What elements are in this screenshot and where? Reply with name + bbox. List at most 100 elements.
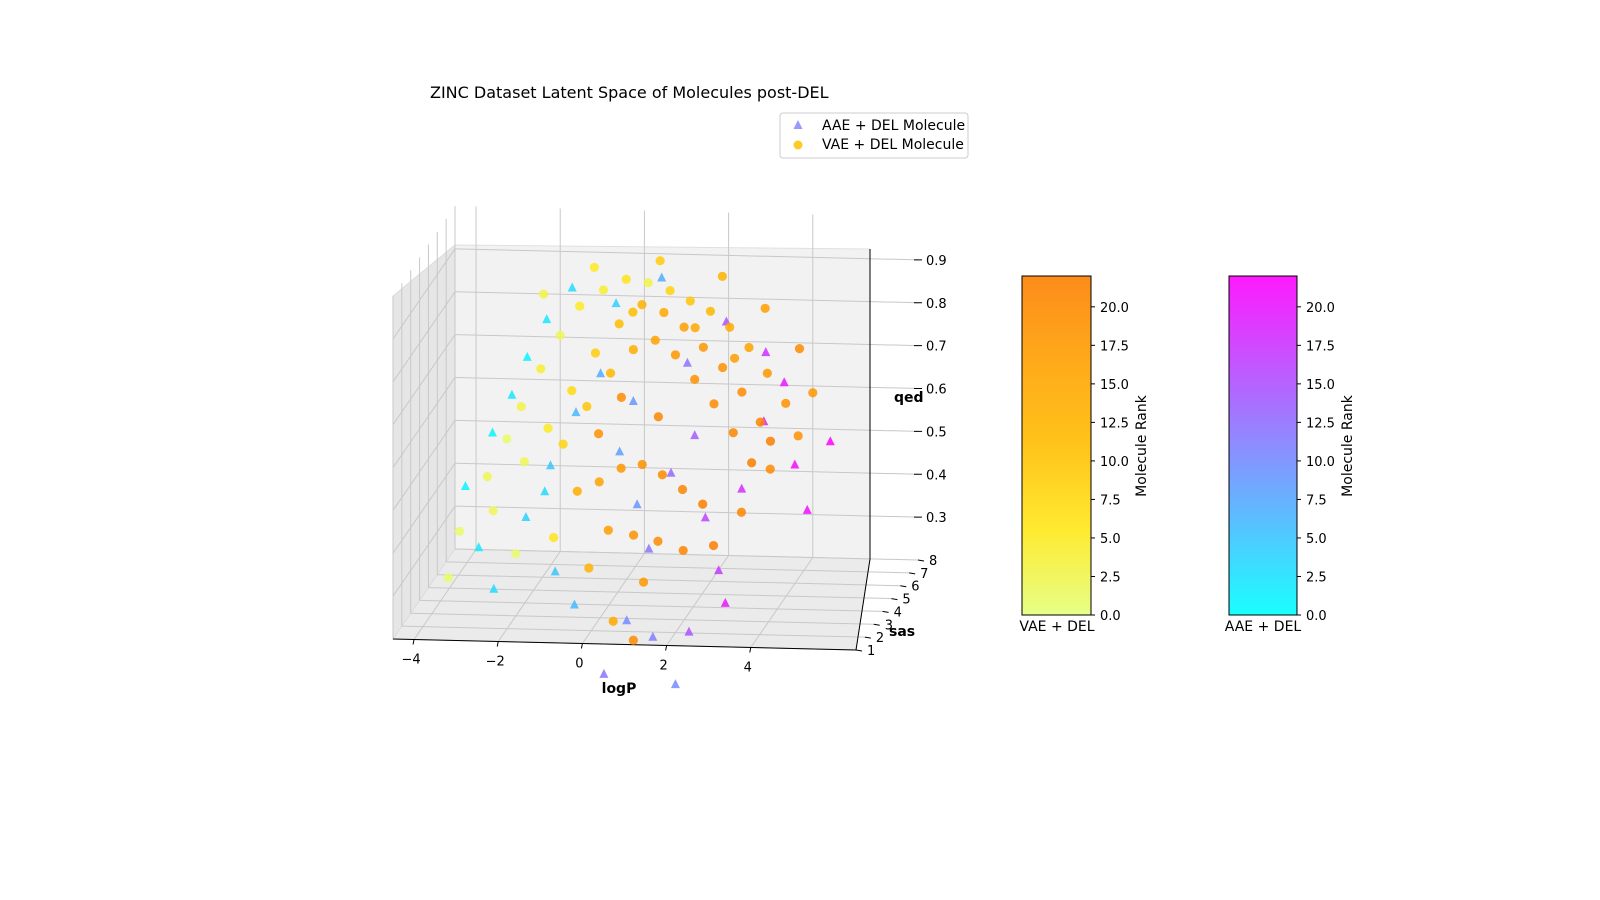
vae-point [539,289,549,299]
x-axis-line [392,638,857,651]
vae-point [678,545,688,556]
y-grid-line [454,548,919,561]
aae-point [540,486,550,496]
vae-point [755,417,765,427]
vae-point [670,350,681,360]
vae-point [628,635,638,645]
aae-point [779,377,789,387]
aae-point [802,504,812,514]
vae-point [558,439,568,449]
vae-point [502,434,512,444]
colorbar-vae-bar [1021,275,1092,616]
vae-point [616,392,626,402]
y-tick [891,598,898,601]
vae-point [603,525,613,535]
vae-point [628,344,638,355]
x-tick-label: 0 [575,657,583,672]
y-tick [909,572,916,575]
legend-label-vae: VAE + DEL Molecule [822,137,964,153]
vae-point [760,303,770,313]
y-tick [882,610,889,613]
colorbar-vae-label: Molecule Rank [1134,394,1150,497]
vae-point [482,472,492,482]
vae-point [709,399,719,409]
y-grid-line [428,587,892,600]
aae-point [571,407,581,417]
x-grid-line [497,551,561,642]
aae-point [599,668,609,678]
vae-point [511,549,521,559]
colorbar-tick-label: 2.5 [1100,570,1121,585]
aae-point [489,583,499,593]
aae-point [682,357,692,367]
z-grid-line [454,334,919,347]
aae-point [670,679,680,689]
y-tick [855,649,863,652]
vae-point [690,323,700,333]
y-tick-label: 6 [911,580,919,595]
colorbar-aae-bar [1228,275,1298,616]
vae-point [549,532,559,543]
x-tick-label: 4 [744,661,752,676]
z-grid-line [454,419,919,432]
aae-point [567,282,577,292]
z-grid-line [392,505,456,597]
z-grid-line [392,248,456,340]
aae-point [761,347,771,357]
x-tick [665,645,668,651]
vae-point [781,398,791,408]
vae-point [584,563,594,573]
colorbar-tick-label: 20.0 [1306,301,1335,316]
colorbar-tick-label: 5.0 [1100,532,1121,547]
y-tick-label: 1 [867,644,875,659]
x-tick-label: −2 [486,655,505,670]
vae-point [519,457,529,467]
aae-point [790,459,800,469]
colorbar-aae-label: Molecule Rank [1340,394,1356,497]
colorbar-tick-label: 15.0 [1100,378,1129,393]
vae-point [590,348,601,358]
aae-point [522,351,532,361]
vae-point [737,387,747,397]
vae-point [698,342,708,352]
aae-point [507,389,517,399]
vae-point [543,423,553,433]
y-grid-line [419,599,883,612]
z-tick-label: 0.6 [926,383,947,398]
chart-title: ZINC Dataset Latent Space of Molecules p… [430,83,829,102]
vae-point [638,577,649,587]
colorbar-tick-label: 7.5 [1306,493,1327,508]
vae-point [657,470,667,480]
vae-point [655,256,665,266]
y-tick-label: 7 [920,567,928,582]
colorbar-tick-label: 2.5 [1306,570,1327,585]
vae-point [614,319,624,329]
y-grid-line [446,561,910,574]
vae-point [593,429,604,439]
x-tick-label: 2 [659,659,667,674]
legend: AAE + DEL Molecule VAE + DEL Molecule [779,112,969,159]
vae-point [582,401,592,412]
y-tick [900,585,907,588]
vae-point [765,436,776,446]
z-tick-label: 0.8 [926,297,947,312]
colorbar-aae-ticks: 0.0 2.5 5.0 7.5 10.0 12.5 15.0 17.5 20.0 [1297,301,1335,624]
vae-point [729,353,740,363]
aae-point [700,512,710,522]
vae-point [555,330,565,340]
aae-point [714,565,724,575]
y-tick-label: 3 [885,618,893,633]
aae-point [487,427,497,437]
aae-point [569,599,579,609]
y-tick-label: 5 [902,593,910,608]
vae-point [718,362,728,373]
y-tick-label: 4 [894,605,902,620]
vae-point [536,364,546,374]
colorbar-tick-label: 0.0 [1100,609,1121,624]
aae-point [737,483,747,493]
vae-point [608,616,618,626]
z-grid-line [392,462,456,554]
